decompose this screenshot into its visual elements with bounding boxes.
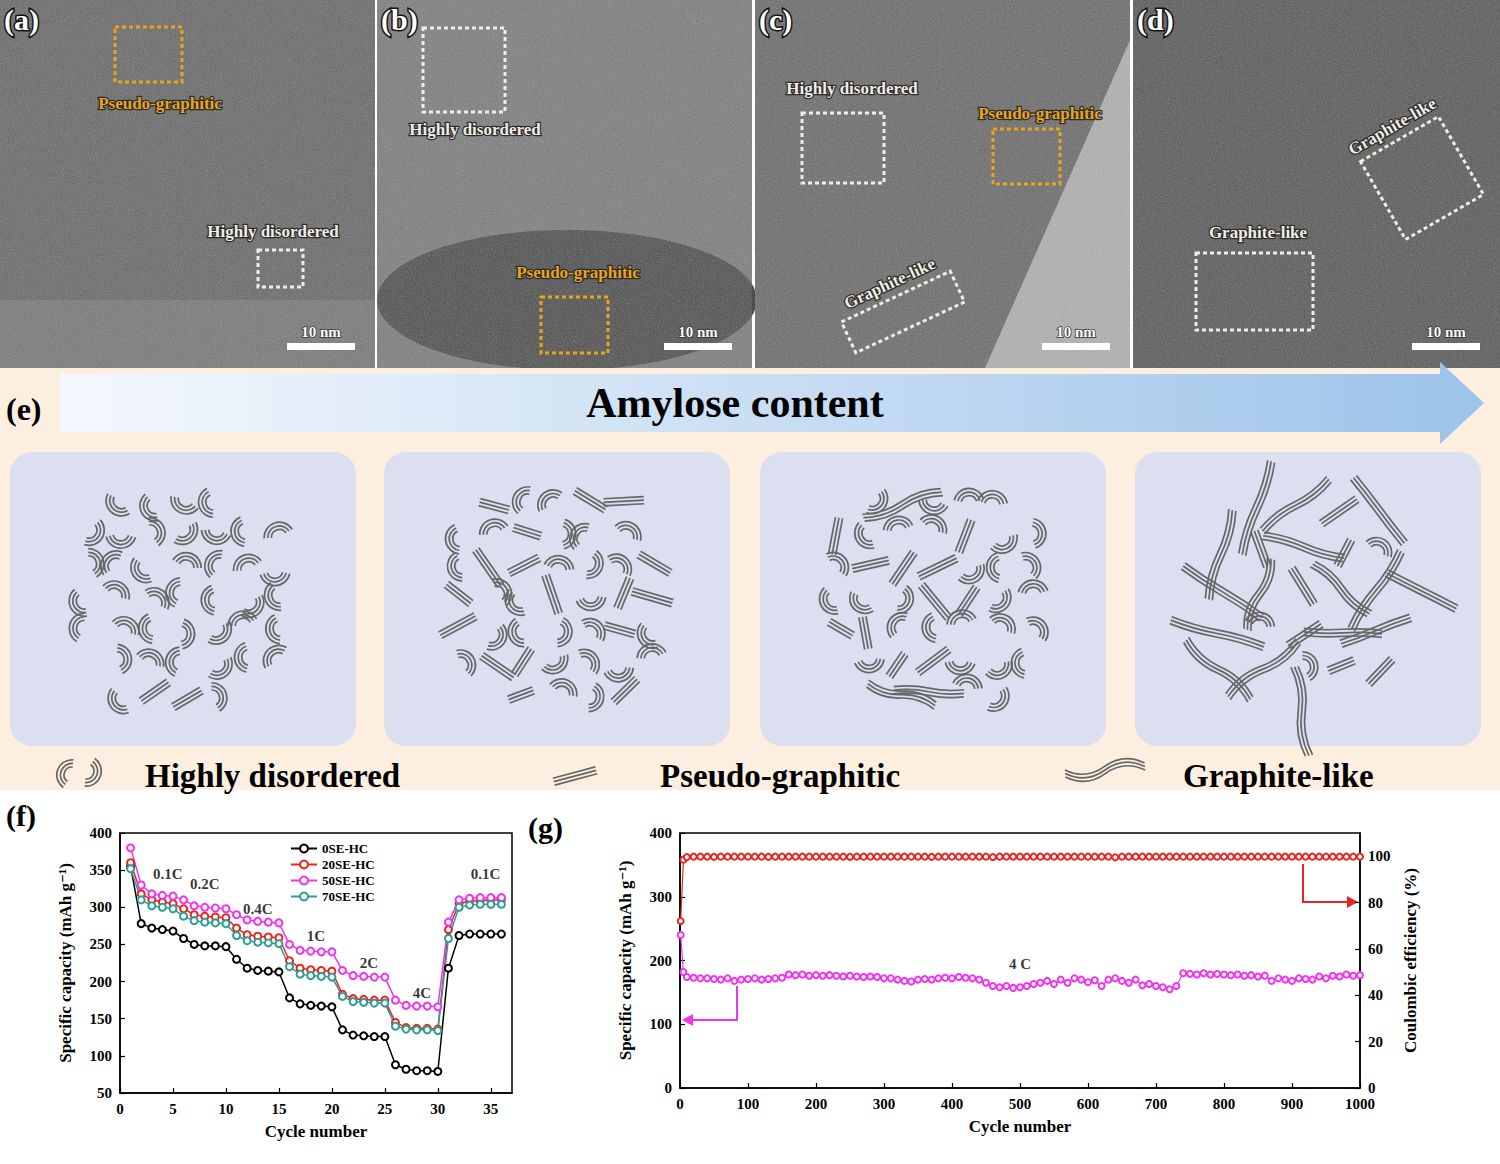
svg-text:25: 25 (377, 1101, 392, 1117)
svg-text:Highly disordered: Highly disordered (207, 222, 339, 241)
svg-text:0: 0 (676, 1096, 684, 1112)
svg-text:50: 50 (97, 1085, 112, 1101)
svg-text:(d): (d) (1137, 3, 1174, 37)
svg-text:300: 300 (650, 889, 673, 905)
svg-text:Pseudo-graphitic: Pseudo-graphitic (660, 758, 900, 794)
svg-text:Graphite-like: Graphite-like (1209, 223, 1308, 242)
svg-text:(a): (a) (4, 3, 39, 37)
svg-text:400: 400 (90, 825, 113, 841)
svg-text:0: 0 (1368, 1080, 1376, 1096)
svg-text:4C: 4C (413, 985, 431, 1001)
svg-text:0: 0 (116, 1101, 124, 1117)
svg-text:350: 350 (90, 862, 113, 878)
svg-text:Pseudo-graphitic: Pseudo-graphitic (978, 104, 1102, 123)
svg-text:Specific capacity (mAh g⁻¹): Specific capacity (mAh g⁻¹) (616, 861, 635, 1061)
svg-text:(g): (g) (528, 811, 563, 845)
svg-text:10 nm: 10 nm (678, 324, 718, 340)
svg-text:Graphite-like: Graphite-like (1345, 93, 1440, 159)
svg-text:40: 40 (1368, 987, 1383, 1003)
svg-text:Highly disordered: Highly disordered (145, 758, 400, 794)
svg-text:(b): (b) (381, 3, 418, 37)
svg-text:30: 30 (430, 1101, 445, 1117)
svg-text:200: 200 (805, 1096, 828, 1112)
svg-text:10 nm: 10 nm (1056, 324, 1096, 340)
svg-text:Coulombic efficiency (%): Coulombic efficiency (%) (1401, 868, 1420, 1053)
svg-text:0.4C: 0.4C (243, 901, 273, 917)
svg-text:100: 100 (737, 1096, 760, 1112)
svg-text:0.1C: 0.1C (471, 866, 501, 882)
svg-text:20: 20 (1368, 1034, 1383, 1050)
svg-text:(e): (e) (6, 391, 42, 427)
svg-text:250: 250 (90, 936, 113, 952)
svg-text:300: 300 (873, 1096, 896, 1112)
svg-text:Amylose content: Amylose content (586, 380, 883, 426)
svg-text:Cycle number: Cycle number (265, 1122, 368, 1141)
svg-text:5: 5 (169, 1101, 177, 1117)
svg-text:0.2C: 0.2C (190, 876, 220, 892)
svg-text:(f): (f) (6, 799, 36, 833)
svg-text:0: 0 (665, 1080, 673, 1096)
svg-text:900: 900 (1281, 1096, 1304, 1112)
svg-text:150: 150 (90, 1011, 113, 1027)
svg-text:Graphite-like: Graphite-like (841, 254, 938, 313)
svg-text:20: 20 (324, 1101, 339, 1117)
svg-text:70SE-HC: 70SE-HC (322, 889, 375, 904)
svg-text:60: 60 (1368, 941, 1383, 957)
svg-text:100: 100 (90, 1048, 113, 1064)
svg-text:Pseudo-graphitic: Pseudo-graphitic (516, 263, 640, 282)
svg-text:400: 400 (650, 825, 673, 841)
svg-text:Pseudo-graphitic: Pseudo-graphitic (98, 94, 222, 113)
svg-text:Specific capacity (mAh g⁻¹): Specific capacity (mAh g⁻¹) (56, 863, 75, 1063)
svg-text:300: 300 (90, 899, 113, 915)
svg-text:2C: 2C (360, 955, 378, 971)
svg-text:10: 10 (218, 1101, 233, 1117)
svg-text:35: 35 (483, 1101, 498, 1117)
svg-text:100: 100 (650, 1016, 673, 1032)
svg-text:4 C: 4 C (1009, 956, 1031, 972)
svg-text:600: 600 (1077, 1096, 1100, 1112)
svg-text:10 nm: 10 nm (1426, 324, 1466, 340)
svg-text:1000: 1000 (1345, 1096, 1375, 1112)
svg-text:500: 500 (1009, 1096, 1032, 1112)
svg-text:200: 200 (90, 974, 113, 990)
svg-text:Highly disordered: Highly disordered (786, 79, 918, 98)
svg-text:50SE-HC: 50SE-HC (322, 873, 375, 888)
svg-text:0SE-HC: 0SE-HC (322, 841, 368, 856)
svg-text:80: 80 (1368, 895, 1383, 911)
svg-text:100: 100 (1368, 848, 1391, 864)
svg-text:(c): (c) (759, 3, 792, 37)
svg-text:10 nm: 10 nm (301, 324, 341, 340)
svg-text:15: 15 (271, 1101, 286, 1117)
svg-text:1C: 1C (307, 928, 325, 944)
svg-text:800: 800 (1213, 1096, 1236, 1112)
svg-text:Cycle number: Cycle number (969, 1117, 1072, 1136)
svg-text:400: 400 (941, 1096, 964, 1112)
svg-text:Graphite-like: Graphite-like (1183, 758, 1374, 794)
svg-text:Highly disordered: Highly disordered (409, 120, 541, 139)
svg-text:700: 700 (1145, 1096, 1168, 1112)
svg-text:20SE-HC: 20SE-HC (322, 857, 375, 872)
svg-text:200: 200 (650, 953, 673, 969)
svg-text:0.1C: 0.1C (153, 866, 183, 882)
